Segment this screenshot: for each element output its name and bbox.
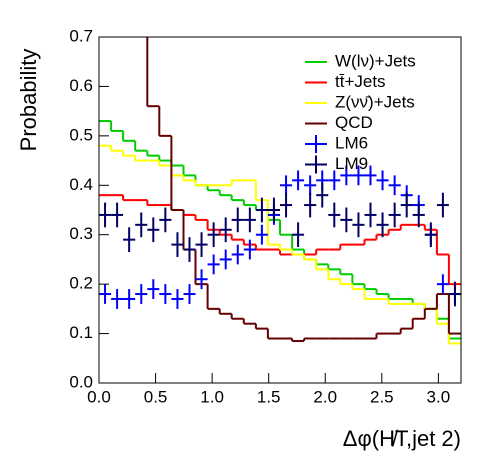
y-tick-label: 0.2 [69,274,93,293]
y-tick-label: 0.5 [69,125,93,144]
x-tick-label: 0.0 [87,387,111,406]
y-tick-label: 0.7 [69,26,93,45]
x-axis-label: Δφ(H̸T,jet 2) [343,426,461,451]
legend-label: W(lν)+Jets [335,51,416,70]
x-tick-label: 2.0 [313,387,337,406]
legend-label: QCD [335,113,373,132]
legend-label: LM6 [335,133,368,152]
y-tick-label: 0.3 [69,224,93,243]
x-tick-label: 0.5 [144,387,168,406]
legend-label: LM9 [335,154,368,173]
legend-label: tt̄+Jets [335,72,386,91]
legend-label: Z(νν̄)+Jets [335,92,415,111]
plot-area [99,37,461,345]
x-tick-label: 2.5 [370,387,394,406]
x-tick-label: 1.0 [200,387,224,406]
y-tick-label: 0.6 [69,76,93,95]
x-tick-label: 3.0 [427,387,451,406]
y-tick-label: 0.4 [69,175,93,194]
y-tick-label: 0.0 [69,372,93,391]
y-tick-label: 0.1 [69,323,93,342]
frame [98,36,462,384]
y-axis-label: Probability [16,49,41,152]
x-tick-label: 1.5 [257,387,281,406]
